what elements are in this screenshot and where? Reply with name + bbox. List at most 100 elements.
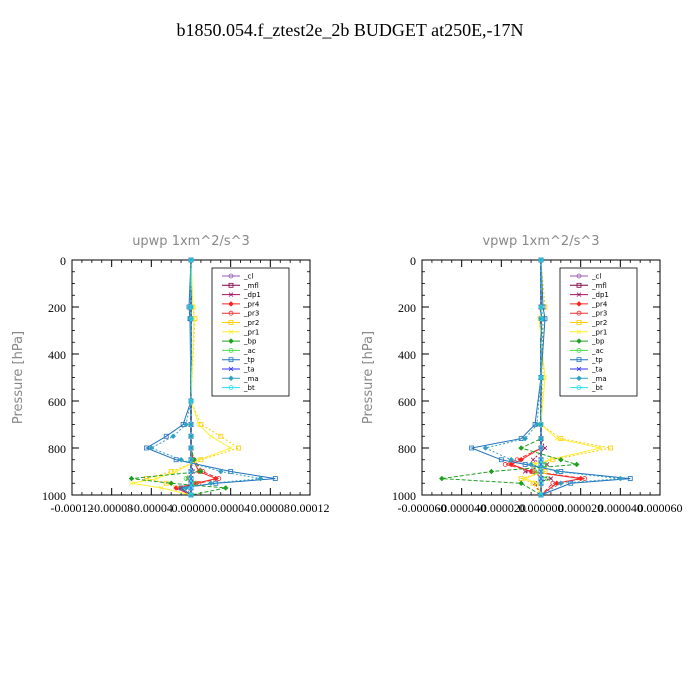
upwp-series-point-pr2: [218, 433, 224, 439]
upwp-series-point-pr1: [173, 469, 179, 474]
vpwp-legend-marker: [576, 338, 582, 344]
vpwp-ytick-label: 800: [398, 442, 416, 456]
upwp-series-point-pr1: [196, 422, 202, 427]
vpwp-series-point-bt: [538, 476, 544, 481]
vpwp-legend-label: _ta: [591, 366, 603, 374]
upwp-xtick-label: 0.00008: [251, 501, 290, 515]
upwp-ytick-label: 600: [48, 395, 66, 409]
upwp-series-point-pr1: [129, 480, 134, 486]
vpwp-xtick-label: 0.000000: [519, 501, 564, 515]
main-title: b1850.054.f_ztest2e_2b BUDGET at250E,-17…: [176, 20, 524, 40]
upwp-xtick-label: 0.00000: [172, 501, 211, 515]
vpwp-series-point-pr3: [550, 480, 556, 486]
upwp-series-point-bt: [188, 316, 194, 322]
vpwp-series-point-tp: [498, 457, 504, 463]
vpwp-legend-label: _bp: [591, 338, 605, 346]
upwp-series-point-bp: [222, 485, 229, 491]
upwp-xtick-label: -0.00008: [90, 501, 133, 515]
upwp-legend-label: _bt: [243, 384, 255, 392]
vpwp-series-point-pr4: [554, 480, 560, 487]
vpwp-legend-label: _pr2: [591, 319, 607, 327]
vpwp-series-point-bt: [538, 462, 544, 467]
upwp-series-point-ma: [170, 433, 177, 440]
vpwp-series-point-bt: [538, 445, 544, 451]
upwp-legend-marker: [228, 292, 234, 297]
upwp-legend-marker: [228, 366, 234, 372]
upwp-series-point-bp: [198, 468, 204, 475]
upwp-series-point-pr1: [158, 485, 164, 491]
upwp-series-line-pr2: [144, 259, 240, 496]
upwp-ytick-label: 0: [60, 254, 66, 268]
upwp-legend-label: _pr3: [243, 310, 259, 318]
vpwp-series-point-pr1: [598, 445, 603, 451]
upwp-series-point-ac: [183, 476, 189, 481]
upwp-legend-marker: [228, 329, 234, 335]
upwp-legend-label: _tp: [243, 356, 255, 364]
upwp-series-point-ma: [217, 468, 224, 475]
upwp-ylabel: Pressure [hPa]: [11, 331, 26, 424]
vpwp-legend-label: _tp: [591, 356, 603, 364]
upwp-series-point-bt: [188, 457, 194, 463]
vpwp-series-point-ma: [554, 468, 560, 475]
vpwp-series-point-bp: [573, 461, 580, 468]
vpwp-legend-marker: [576, 375, 582, 382]
vpwp-legend-marker: [576, 301, 582, 307]
vpwp-legend-label: _pr4: [591, 300, 608, 308]
upwp-series-point-ma: [183, 485, 189, 491]
upwp-legend-label: _pr2: [243, 319, 259, 327]
vpwp-series-point-bp: [488, 468, 495, 475]
upwp-legend-marker: [228, 385, 234, 391]
vpwp-xtick-label: -0.000020: [477, 501, 526, 515]
vpwp-legend-marker: [576, 366, 582, 372]
upwp-series-point-tp: [143, 445, 149, 451]
vpwp-series-point-ma: [617, 475, 624, 482]
vpwp-series-point-tp: [627, 476, 633, 481]
upwp-series-point-bp: [128, 475, 135, 482]
vpwp-series-point-bt: [538, 492, 544, 498]
vpwp-series-point-bt: [538, 457, 544, 463]
upwp-xtick-label: -0.00012: [51, 501, 94, 515]
vpwp-xtick-label: -0.000060: [398, 501, 447, 515]
upwp-legend-marker: [228, 357, 234, 363]
upwp-ytick-label: 800: [48, 442, 66, 456]
upwp-series-point-tp: [228, 469, 234, 474]
upwp-series-point-pr2: [236, 445, 242, 451]
vpwp-series-line-dp1: [523, 260, 553, 496]
vpwp-series-point-tp: [568, 480, 574, 486]
vpwp-series-point-pr3: [514, 457, 520, 463]
upwp-series-point-bp: [168, 480, 175, 487]
upwp-ytick-label: 400: [48, 348, 66, 362]
vpwp-xtick-label: -0.000040: [437, 501, 486, 515]
vpwp-legend-marker: [576, 292, 582, 297]
upwp-xtick-label: 0.00004: [211, 501, 250, 515]
upwp-series-point-ma: [183, 421, 189, 428]
vpwp-series-point-bt: [538, 257, 544, 263]
vpwp-legend-marker: [576, 273, 582, 279]
vpwp-xtick-label: 0.000040: [598, 501, 643, 515]
vpwp-series-point-pr1: [534, 480, 540, 486]
vpwp-legend-label: _pr3: [591, 310, 607, 318]
vpwp-series-point-tp: [469, 445, 474, 451]
upwp-series-point-ma: [207, 480, 214, 487]
vpwp-series-point-bt: [538, 480, 544, 486]
vpwp-legend-marker: [576, 385, 582, 391]
upwp-legend-label: _pr1: [243, 328, 259, 336]
upwp-series-point-tp: [178, 485, 184, 491]
vpwp-series-point-bt: [538, 304, 544, 310]
vpwp-series-point-dp1: [548, 476, 554, 481]
vpwp-series-point-ma: [522, 435, 528, 442]
upwp-series-point-bt: [188, 445, 194, 451]
upwp-legend-marker: [228, 310, 234, 316]
vpwp-legend-label: _pr1: [591, 328, 607, 336]
vpwp-series-point-tp: [522, 462, 528, 467]
upwp-series-point-bt: [188, 492, 194, 498]
upwp-series-point-bt: [188, 485, 194, 491]
vpwp-ytick-label: 200: [398, 301, 416, 315]
vpwp-series-point-ma: [534, 421, 540, 428]
upwp-legend-marker: [228, 282, 234, 288]
upwp-legend-label: _ma: [243, 375, 259, 383]
vpwp-series-point-pr1: [554, 436, 560, 441]
vpwp-legend-marker: [576, 329, 582, 335]
vpwp-series-point-dp1: [530, 457, 536, 463]
vpwp-series-point-pr3: [530, 469, 536, 474]
